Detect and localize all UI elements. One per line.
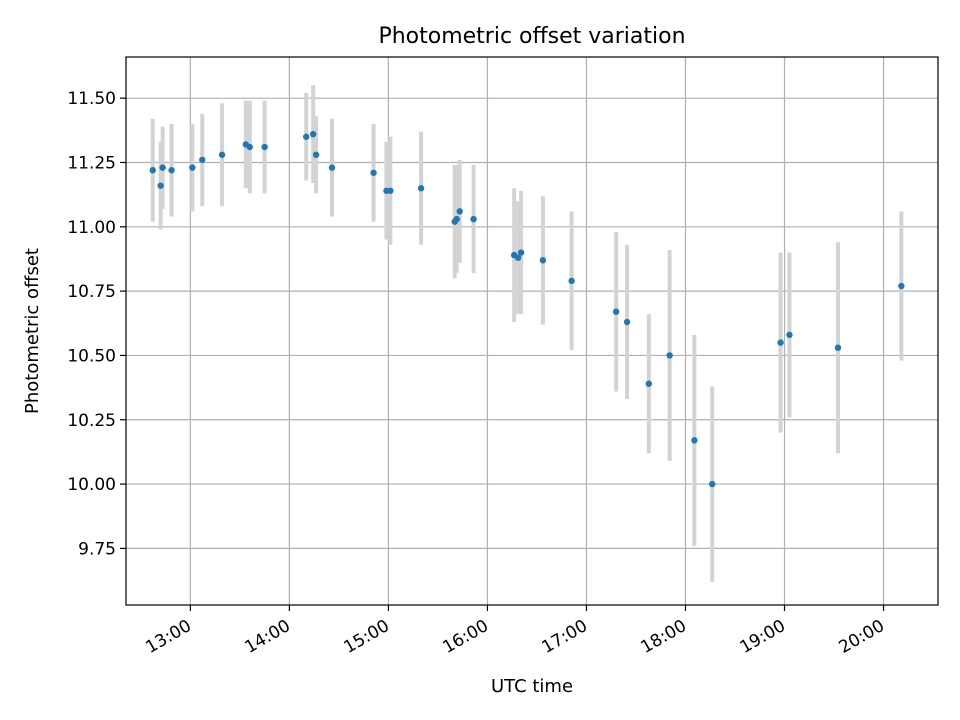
data-point [612,308,620,315]
data-point [157,182,164,189]
data-point [517,249,525,256]
x-tick-label: 16:00 [440,616,492,658]
data-point [777,339,784,346]
x-tick-label: 19:00 [737,616,789,658]
y-tick-label: 11.25 [67,153,116,173]
y-tick-label: 10.00 [67,475,116,495]
data-points [149,130,905,488]
data-point [159,164,166,171]
data-point [453,215,460,223]
x-axis-label: UTC time [491,676,573,697]
data-point [199,156,206,164]
x-tick-label: 15:00 [340,616,392,658]
data-point [328,164,336,171]
data-point [666,352,673,359]
data-point [168,167,175,174]
data-point [387,187,394,194]
data-point [309,130,317,138]
x-tick-label: 18:00 [638,616,690,658]
data-point [514,254,522,261]
x-tick-label: 20:00 [836,616,888,658]
data-point [691,437,698,444]
data-point [218,151,226,158]
grid [126,57,938,605]
y-tick-label: 9.75 [78,539,116,559]
plot-frame [125,56,939,606]
y-tick-label: 10.25 [67,411,116,431]
data-point [303,133,310,140]
data-point [189,164,196,171]
data-point [470,215,477,223]
chart-title: Photometric offset variation [378,24,685,49]
data-point [709,480,716,488]
y-tick-label: 10.75 [67,282,116,302]
y-tick-label: 11.00 [67,218,116,238]
data-point [456,208,463,215]
data-point [312,151,320,158]
x-tick-label: 13:00 [142,616,194,658]
data-point [898,282,905,290]
y-axis-ticks: 9.75 10.00 10.25 10.50 10.75 11.00 11.25 11.50 [67,89,126,559]
data-point [786,331,793,339]
data-point [645,380,653,387]
data-point [246,143,253,151]
data-point [417,185,425,192]
data-point [623,318,631,326]
x-axis-ticks: 13:00 14:00 15:00 16:00 17:00 18:00 19:00 20:00 [142,605,888,658]
data-point [149,167,156,174]
y-tick-label: 11.50 [67,89,116,109]
y-axis-label: Photometric offset [22,248,43,414]
data-point [261,143,268,151]
data-point [834,344,842,351]
data-point [539,257,547,264]
y-tick-label: 10.50 [67,346,116,366]
data-point [370,169,377,176]
x-tick-label: 17:00 [539,616,591,658]
data-point [568,277,575,285]
x-tick-label: 14:00 [241,616,293,658]
